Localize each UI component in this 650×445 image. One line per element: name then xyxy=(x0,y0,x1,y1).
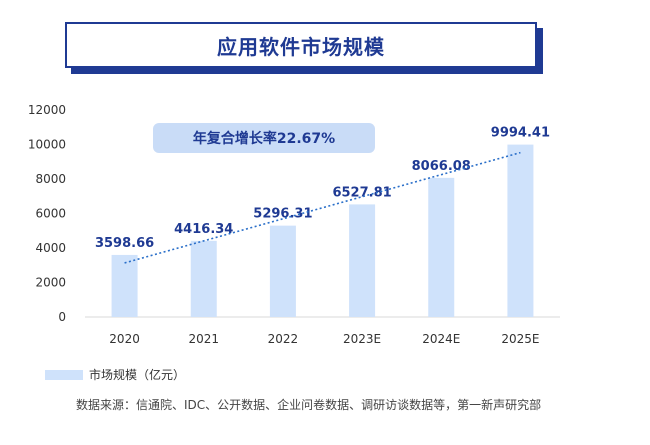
y-tick-label: 8000 xyxy=(35,172,66,186)
data-label: 3598.66 xyxy=(95,236,154,251)
bar xyxy=(190,240,217,317)
bar xyxy=(349,204,376,317)
y-tick-label: 12000 xyxy=(28,103,66,117)
title-box: 应用软件市场规模 xyxy=(65,22,537,68)
cagr-badge: 年复合增长率22.67% xyxy=(153,123,375,153)
y-tick-label: 2000 xyxy=(35,276,66,290)
data-label: 6527.81 xyxy=(332,185,391,200)
legend-swatch xyxy=(45,369,83,380)
data-label: 5296.31 xyxy=(253,207,312,222)
x-tick-label: 2023E xyxy=(343,332,381,346)
y-tick-label: 6000 xyxy=(35,207,66,221)
data-label: 4416.34 xyxy=(174,222,233,237)
source-note: 数据来源：信通院、IDC、公开数据、企业问卷数据、调研访谈数据等，第一新声研究部 xyxy=(76,398,542,412)
x-tick-label: 2021 xyxy=(188,332,219,346)
x-tick-label: 2025E xyxy=(501,332,539,346)
bar xyxy=(111,254,138,317)
x-tick-label: 2020 xyxy=(109,332,140,346)
data-label: 9994.41 xyxy=(491,126,550,141)
bar xyxy=(269,225,296,317)
trend-line xyxy=(124,151,521,264)
x-tick-label: 2024E xyxy=(422,332,460,346)
chart-title: 应用软件市场规模 xyxy=(217,34,385,59)
legend: 市场规模（亿元） xyxy=(45,366,185,383)
y-tick-label: 0 xyxy=(58,310,66,324)
y-tick-label: 4000 xyxy=(35,241,66,255)
cagr-label: 年复合增长率22.67% xyxy=(192,131,336,147)
x-tick-label: 2022 xyxy=(268,332,299,346)
legend-label: 市场规模（亿元） xyxy=(89,368,186,382)
data-label: 8066.08 xyxy=(412,159,471,174)
bar xyxy=(507,144,534,317)
bar xyxy=(428,177,455,317)
y-tick-label: 10000 xyxy=(28,138,66,152)
